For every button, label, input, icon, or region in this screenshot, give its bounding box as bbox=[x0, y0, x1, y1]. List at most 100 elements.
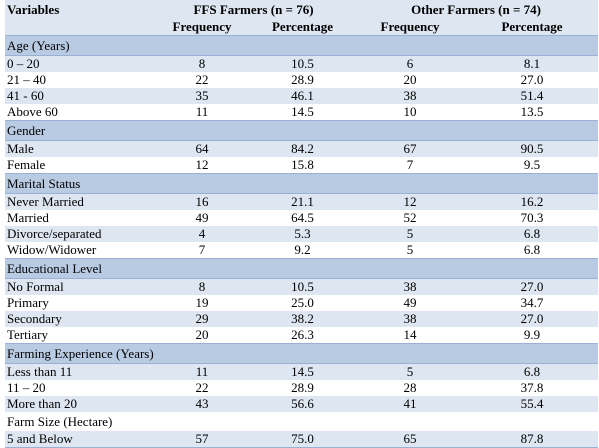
section-header-row: Farm Size (Hectare) bbox=[5, 412, 599, 431]
cell-ffs-frequency: 11 bbox=[153, 363, 251, 380]
cell-ffs-percentage: 84.2 bbox=[251, 140, 355, 157]
cell-other-frequency: 7 bbox=[354, 157, 467, 174]
cell-ffs-frequency: 11 bbox=[153, 104, 251, 121]
cell-label: Female bbox=[5, 157, 153, 174]
section-header-row: Marital Status bbox=[5, 173, 599, 194]
cell-label: Secondary bbox=[5, 311, 153, 327]
cell-other-percentage: 87.8 bbox=[466, 431, 599, 447]
header-row-groups: Variables FFS Farmers (n = 76) Other Far… bbox=[5, 0, 599, 19]
header-frequency-ffs: Frequency bbox=[153, 19, 251, 36]
cell-ffs-frequency: 43 bbox=[153, 396, 251, 412]
cell-other-percentage: 6.8 bbox=[466, 363, 599, 380]
cell-label: Less than 11 bbox=[5, 363, 153, 380]
table-row: Divorce/separated 4 5.3 5 6.8 bbox=[5, 226, 599, 242]
section-title: Gender bbox=[5, 120, 599, 141]
cell-ffs-percentage: 10.5 bbox=[251, 278, 355, 295]
cell-ffs-percentage: 38.2 bbox=[251, 311, 355, 327]
header-variables: Variables bbox=[5, 0, 153, 19]
table-row: 41 - 60 35 46.1 38 51.4 bbox=[5, 88, 599, 104]
table-row: Never Married 16 21.1 12 16.2 bbox=[5, 193, 599, 210]
cell-label: Above 60 bbox=[5, 104, 153, 121]
table-row: 11 – 20 22 28.9 28 37.8 bbox=[5, 380, 599, 396]
cell-ffs-percentage: 25.0 bbox=[251, 295, 355, 311]
header-frequency-other: Frequency bbox=[354, 19, 467, 36]
table-row: 21 – 40 22 28.9 20 27.0 bbox=[5, 72, 599, 88]
cell-other-percentage: 9.5 bbox=[466, 157, 599, 174]
cell-other-frequency: 67 bbox=[354, 140, 467, 157]
data-table: Variables FFS Farmers (n = 76) Other Far… bbox=[5, 0, 599, 447]
cell-ffs-percentage: 9.2 bbox=[251, 242, 355, 259]
header-group-other: Other Farmers (n = 74) bbox=[354, 0, 599, 19]
cell-other-percentage: 6.8 bbox=[466, 242, 599, 259]
cell-other-frequency: 5 bbox=[354, 242, 467, 259]
header-row-subcols: Frequency Percentage Frequency Percentag… bbox=[5, 19, 599, 36]
cell-other-frequency: 5 bbox=[354, 226, 467, 242]
cell-ffs-percentage: 5.3 bbox=[251, 226, 355, 242]
cell-ffs-frequency: 12 bbox=[153, 157, 251, 174]
section-header-row: Farming Experience (Years) bbox=[5, 343, 599, 364]
table-row: 0 – 20 8 10.5 6 8.1 bbox=[5, 55, 599, 72]
table-row: Above 60 11 14.5 10 13.5 bbox=[5, 104, 599, 121]
cell-label: 0 – 20 bbox=[5, 55, 153, 72]
section-header-row: Gender bbox=[5, 120, 599, 141]
cell-ffs-frequency: 8 bbox=[153, 278, 251, 295]
cell-ffs-frequency: 8 bbox=[153, 55, 251, 72]
cell-label: Tertiary bbox=[5, 327, 153, 344]
table-row: Secondary 29 38.2 38 27.0 bbox=[5, 311, 599, 327]
cell-ffs-frequency: 7 bbox=[153, 242, 251, 259]
cell-other-percentage: 27.0 bbox=[466, 278, 599, 295]
cell-ffs-frequency: 19 bbox=[153, 295, 251, 311]
cell-other-percentage: 55.4 bbox=[466, 396, 599, 412]
cell-ffs-percentage: 28.9 bbox=[251, 72, 355, 88]
cell-other-frequency: 38 bbox=[354, 311, 467, 327]
table-row: Widow/Widower 7 9.2 5 6.8 bbox=[5, 242, 599, 259]
cell-other-frequency: 49 bbox=[354, 295, 467, 311]
cell-label: 41 - 60 bbox=[5, 88, 153, 104]
cell-other-percentage: 16.2 bbox=[466, 193, 599, 210]
cell-ffs-frequency: 4 bbox=[153, 226, 251, 242]
cell-other-percentage: 90.5 bbox=[466, 140, 599, 157]
cell-ffs-frequency: 29 bbox=[153, 311, 251, 327]
cell-ffs-percentage: 56.6 bbox=[251, 396, 355, 412]
cell-other-frequency: 20 bbox=[354, 72, 467, 88]
table-row: 5 and Below 57 75.0 65 87.8 bbox=[5, 431, 599, 447]
cell-ffs-frequency: 64 bbox=[153, 140, 251, 157]
table-row: Tertiary 20 26.3 14 9.9 bbox=[5, 327, 599, 344]
cell-ffs-percentage: 75.0 bbox=[251, 431, 355, 447]
cell-other-frequency: 38 bbox=[354, 278, 467, 295]
cell-label: More than 20 bbox=[5, 396, 153, 412]
cell-label: 5 and Below bbox=[5, 431, 153, 447]
cell-other-frequency: 52 bbox=[354, 210, 467, 226]
cell-ffs-frequency: 49 bbox=[153, 210, 251, 226]
cell-ffs-percentage: 21.1 bbox=[251, 193, 355, 210]
cell-label: No Formal bbox=[5, 278, 153, 295]
section-header-row: Age (Years) bbox=[5, 35, 599, 56]
cell-ffs-frequency: 20 bbox=[153, 327, 251, 344]
cell-other-frequency: 5 bbox=[354, 363, 467, 380]
cell-ffs-percentage: 10.5 bbox=[251, 55, 355, 72]
cell-ffs-percentage: 14.5 bbox=[251, 104, 355, 121]
section-title: Marital Status bbox=[5, 173, 599, 194]
table-row: Married 49 64.5 52 70.3 bbox=[5, 210, 599, 226]
section-title: Farming Experience (Years) bbox=[5, 343, 599, 364]
cell-other-percentage: 9.9 bbox=[466, 327, 599, 344]
cell-label: 11 – 20 bbox=[5, 380, 153, 396]
cell-ffs-percentage: 46.1 bbox=[251, 88, 355, 104]
cell-other-percentage: 13.5 bbox=[466, 104, 599, 121]
cell-other-percentage: 34.7 bbox=[466, 295, 599, 311]
cell-ffs-frequency: 57 bbox=[153, 431, 251, 447]
cell-other-frequency: 41 bbox=[354, 396, 467, 412]
cell-other-frequency: 12 bbox=[354, 193, 467, 210]
section-title: Farm Size (Hectare) bbox=[5, 412, 599, 431]
header-group-ffs: FFS Farmers (n = 76) bbox=[153, 0, 355, 19]
cell-ffs-percentage: 15.8 bbox=[251, 157, 355, 174]
cell-ffs-percentage: 14.5 bbox=[251, 363, 355, 380]
cell-ffs-frequency: 16 bbox=[153, 193, 251, 210]
section-header-row: Educational Level bbox=[5, 258, 599, 279]
cell-label: Male bbox=[5, 140, 153, 157]
cell-ffs-frequency: 35 bbox=[153, 88, 251, 104]
cell-other-percentage: 51.4 bbox=[466, 88, 599, 104]
cell-label: Married bbox=[5, 210, 153, 226]
cell-label: Primary bbox=[5, 295, 153, 311]
cell-other-percentage: 27.0 bbox=[466, 311, 599, 327]
